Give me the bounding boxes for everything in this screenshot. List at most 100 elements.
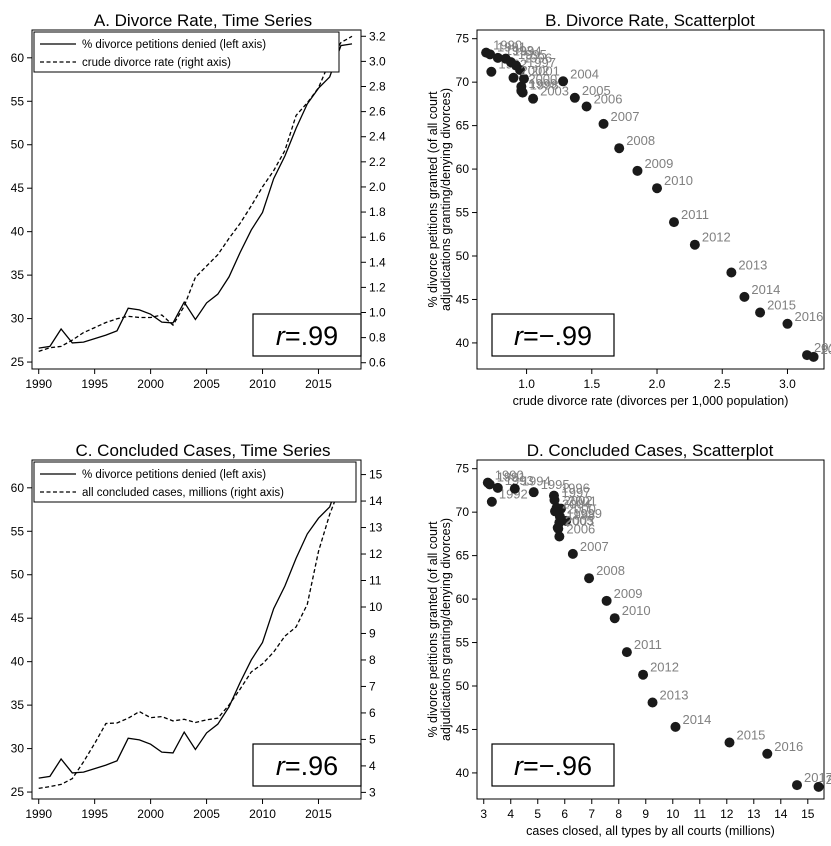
data-point [598, 118, 609, 129]
y-tick-label: 45 [456, 292, 470, 306]
correlation-frame [252, 743, 362, 787]
y-tick-label: 65 [456, 119, 470, 133]
x-tick-label: 2.0 [649, 377, 666, 391]
data-point-label: 2002 [564, 493, 593, 508]
data-point-label: 2006 [566, 521, 595, 536]
y2-tick-label: 0.8 [369, 331, 386, 345]
y-tick-label: 60 [456, 162, 470, 176]
data-point-label: 1998 [566, 508, 595, 523]
y2-tick-label: 2.6 [369, 105, 386, 119]
y-tick-label: 50 [11, 568, 25, 582]
data-point-label: 2014 [751, 282, 780, 297]
legend: % divorce petitions denied (left axis) al… [33, 461, 357, 503]
data-point [632, 165, 643, 176]
x-tick-label: 1990 [25, 807, 52, 821]
y2-tick-label: 1.8 [369, 205, 386, 219]
correlation-box: r=.96 [252, 743, 362, 787]
y-tick-label: 35 [11, 698, 25, 712]
x-tick-label: 3.0 [779, 377, 796, 391]
y-tick-label: 60 [11, 481, 25, 495]
y2-tick-label: 3.0 [369, 54, 386, 68]
y-tick-label: 75 [456, 462, 470, 476]
data-point-label: 1997 [527, 55, 556, 70]
data-point [609, 613, 620, 624]
data-point [484, 479, 495, 490]
x-tick-label: 2010 [249, 807, 276, 821]
data-point-label: 2013 [660, 688, 689, 703]
data-point [486, 496, 497, 507]
legend: % divorce petitions denied (left axis) cr… [33, 31, 340, 73]
data-point [689, 239, 700, 250]
data-point [614, 143, 625, 154]
data-point [554, 531, 565, 542]
series-line-1 [38, 43, 353, 349]
data-point [528, 93, 539, 104]
x-tick-label: 7 [588, 807, 595, 821]
correlation-frame [491, 313, 615, 357]
y-tick-label: 55 [456, 206, 470, 220]
correlation-frame [491, 743, 615, 787]
data-point-label: 2017 [814, 340, 831, 355]
y2-tick-label: 15 [369, 468, 383, 482]
data-point [647, 697, 658, 708]
y2-tick-label: 2.4 [369, 130, 386, 144]
y2-tick-label: 0.6 [369, 356, 386, 370]
data-point [762, 748, 773, 759]
y2-tick-label: 12 [369, 547, 383, 561]
x-tick-label: 1990 [25, 377, 52, 391]
data-point-label: 2004 [570, 66, 599, 81]
r-symbol: r [276, 751, 286, 781]
data-point [552, 522, 563, 533]
data-point [808, 351, 819, 362]
data-point-label: 1990 [493, 38, 522, 53]
data-point [782, 318, 793, 329]
legend-frame [33, 461, 357, 503]
data-point-label: 2012 [702, 230, 731, 245]
data-point [567, 548, 578, 559]
y2-tick-label: 2.0 [369, 180, 386, 194]
data-point [492, 482, 503, 493]
y2-tick-label: 9 [369, 626, 376, 640]
y-tick-label: 50 [11, 138, 25, 152]
data-point-label: 1994 [522, 474, 551, 489]
data-point-label: 2016 [774, 739, 803, 754]
x-tick-label: 2005 [193, 377, 220, 391]
y-tick-label: 25 [11, 785, 25, 799]
x-tick-label: 9 [642, 807, 649, 821]
x-tick-label: 2015 [305, 807, 332, 821]
data-point-label: 2006 [594, 91, 623, 106]
x-axis-label: cases closed, all types by all courts (m… [526, 824, 775, 838]
plot-frame [31, 29, 362, 370]
x-tick-label: 2.5 [714, 377, 731, 391]
correlation-box: r=.99 [252, 313, 362, 357]
y-tick-label: 45 [11, 181, 25, 195]
x-tick-label: 2010 [249, 377, 276, 391]
data-point [550, 506, 561, 517]
plot-frame [476, 459, 825, 800]
y2-tick-label: 11 [369, 574, 382, 588]
data-point-label: 2008 [626, 133, 655, 148]
data-point-label: 1993 [505, 473, 534, 488]
legend-label-1: % divorce petitions denied (left axis) [82, 469, 266, 481]
data-point-label: 2000 [528, 72, 557, 87]
y2-tick-label: 3 [369, 785, 376, 799]
y-tick-label: 25 [11, 355, 25, 369]
series-line-1 [38, 473, 353, 779]
y2-tick-label: 1.0 [369, 306, 386, 320]
r-value: =.99 [285, 321, 338, 351]
x-tick-label: 1995 [81, 377, 108, 391]
data-point [528, 487, 539, 498]
y-axis-label-line-2: adjudications granting/denying divorces) [439, 518, 453, 741]
x-tick-label: 11 [694, 807, 707, 821]
data-point-label: 2007 [580, 539, 609, 554]
chart-panel-b: B. Divorce Rate, Scatterplot 1.0 1.5 2.0 2.5… [426, 11, 831, 408]
chart-panel-a: A. Divorce Rate, Time Series 1990 1995 2000… [11, 11, 386, 391]
data-point-label: 1991 [497, 39, 526, 54]
data-point-label: 2004 [562, 496, 591, 511]
y-tick-label: 70 [456, 75, 470, 89]
data-point [569, 92, 580, 103]
x-tick-label: 6 [561, 807, 568, 821]
y-tick-label: 55 [11, 94, 25, 108]
data-point [791, 780, 802, 791]
